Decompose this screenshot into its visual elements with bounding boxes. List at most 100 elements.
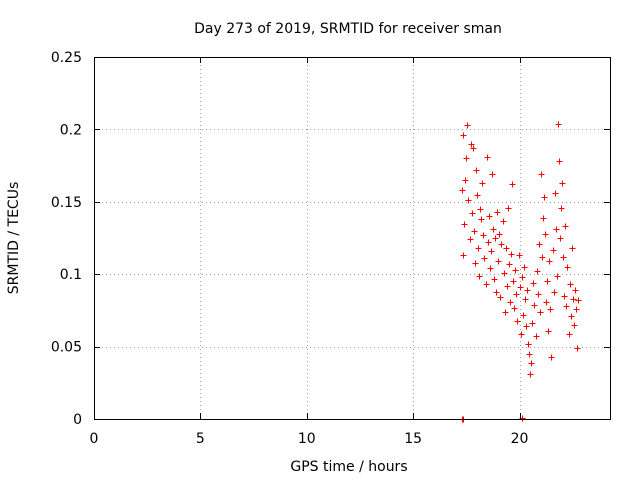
y-axis-label: SRMTID / TECUs [6, 182, 22, 295]
y-tick-label: 0.05 [51, 340, 82, 356]
data-point [524, 287, 531, 294]
data-point [477, 206, 484, 213]
data-point [567, 281, 574, 288]
x-tick-label: 10 [298, 431, 316, 447]
data-point [480, 232, 487, 239]
data-point [550, 247, 557, 254]
data-point [501, 270, 508, 277]
data-point [570, 296, 577, 303]
data-point [526, 351, 533, 358]
data-point [563, 303, 570, 310]
data-point [540, 215, 547, 222]
data-point [505, 205, 512, 212]
data-point [483, 281, 490, 288]
data-point [548, 354, 555, 361]
data-point [547, 306, 554, 313]
data-point [575, 297, 582, 304]
data-point [519, 274, 526, 281]
data-point [492, 235, 499, 242]
data-point [462, 177, 469, 184]
data-point [574, 345, 581, 352]
data-point [560, 254, 567, 261]
data-point [495, 258, 502, 265]
data-point [573, 306, 580, 313]
data-point [566, 331, 573, 338]
data-point [497, 294, 504, 301]
data-point [536, 241, 543, 248]
data-point [490, 226, 497, 233]
axis-ticks [94, 57, 610, 420]
data-point [517, 284, 524, 291]
data-point [561, 293, 568, 300]
data-point [534, 268, 541, 275]
data-point [461, 221, 468, 228]
data-point [569, 245, 576, 252]
data-point [507, 299, 514, 306]
data-point [545, 328, 552, 335]
data-point [518, 331, 525, 338]
data-point [510, 278, 517, 285]
data-point [543, 299, 550, 306]
data-point [571, 322, 578, 329]
data-point [528, 360, 535, 367]
data-point [478, 216, 485, 223]
data-point [464, 122, 471, 129]
data-point [465, 197, 472, 204]
data-point [463, 155, 470, 162]
data-point [511, 305, 518, 312]
data-point [531, 302, 538, 309]
data-point [537, 309, 544, 316]
data-point [498, 241, 505, 248]
data-point [553, 226, 560, 233]
data-point [542, 231, 549, 238]
data-point [485, 239, 492, 246]
data-point [554, 273, 561, 280]
data-point [474, 192, 481, 199]
data-point [459, 187, 466, 194]
data-point [493, 289, 500, 296]
chart-title: Day 273 of 2019, SRMTID for receiver sma… [194, 21, 502, 37]
data-point [484, 154, 491, 161]
data-point [555, 121, 562, 128]
x-tick-labels: 0 5 10 15 20 [90, 431, 529, 447]
data-point [564, 264, 571, 271]
data-point [504, 283, 511, 290]
data-point [557, 235, 564, 242]
data-point [539, 254, 546, 261]
data-point [527, 371, 534, 378]
y-tick-label: 0.2 [60, 122, 82, 138]
data-point [513, 291, 520, 298]
data-point [535, 291, 542, 298]
data-point [471, 228, 478, 235]
data-point [572, 287, 579, 294]
data-point [508, 251, 515, 258]
data-point [514, 318, 521, 325]
y-tick-label: 0.15 [51, 195, 82, 211]
data-point [562, 223, 569, 230]
y-tick-label: 0.25 [51, 50, 82, 66]
data-point [538, 171, 545, 178]
data-point [488, 248, 495, 255]
data-point [530, 280, 537, 287]
y-tick-labels: 0 0.05 0.1 0.15 0.2 0.25 [51, 50, 82, 428]
data-point [568, 313, 575, 320]
data-point [502, 309, 509, 316]
x-tick-label: 20 [511, 431, 529, 447]
data-point [552, 190, 559, 197]
data-point [487, 265, 494, 272]
data-point [522, 296, 529, 303]
data-point [481, 255, 488, 262]
data-point [494, 209, 501, 216]
data-point [512, 267, 519, 274]
data-point [520, 312, 527, 319]
data-point [533, 333, 540, 340]
data-point [523, 323, 530, 330]
data-point [460, 132, 467, 139]
x-tick-label: 5 [196, 431, 205, 447]
data-point [503, 245, 510, 252]
data-point [509, 181, 516, 188]
data-point [521, 264, 528, 271]
data-point [558, 205, 565, 212]
